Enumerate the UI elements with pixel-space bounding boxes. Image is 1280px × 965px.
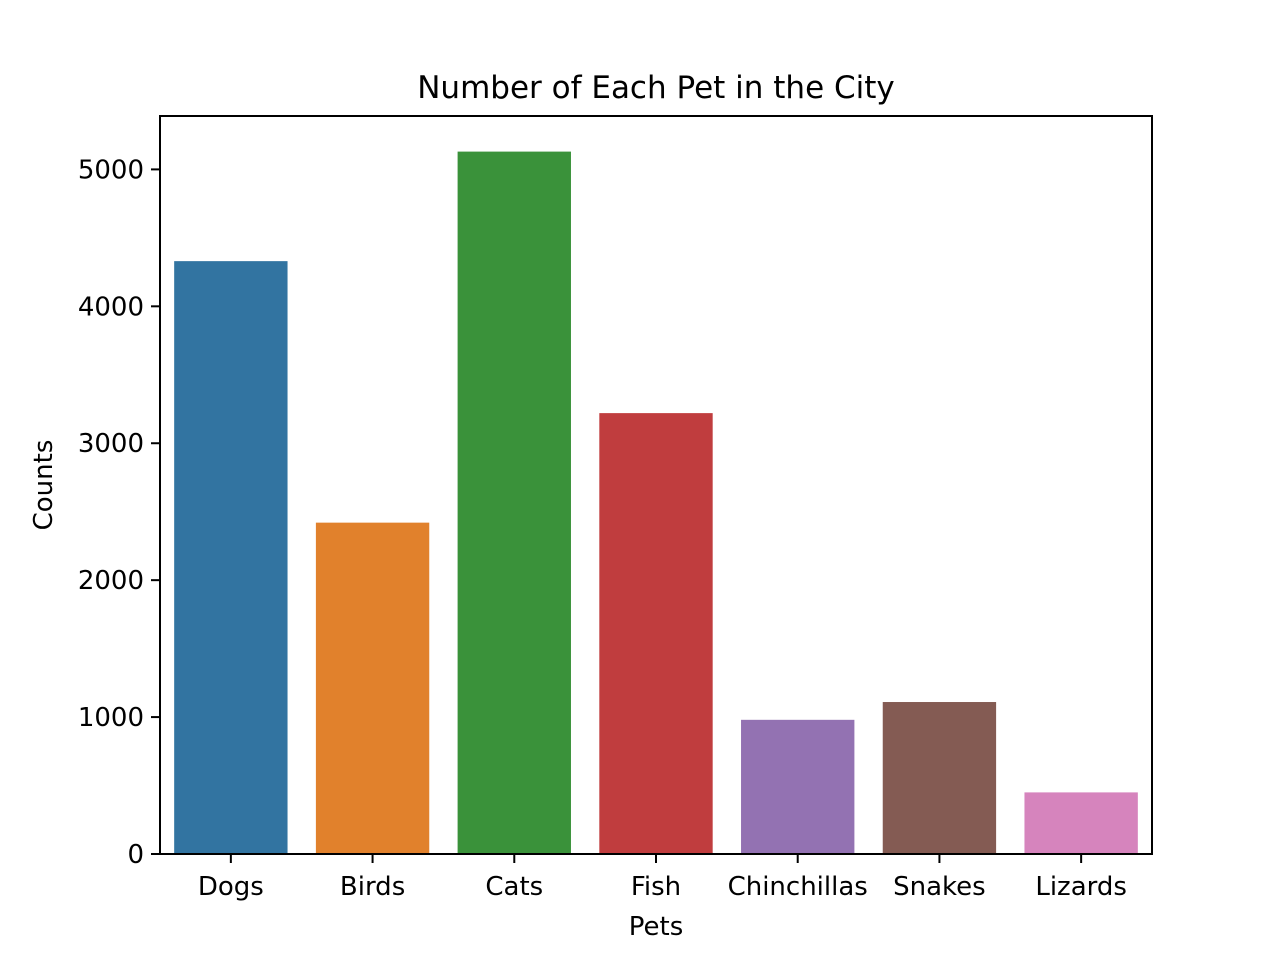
bar-chinchillas — [741, 719, 855, 854]
x-tick-label-lizards: Lizards — [1035, 872, 1127, 902]
x-tick-label-snakes: Snakes — [893, 872, 986, 902]
x-axis: Dogs Birds Cats Fish Chinchillas Snakes Lizard… — [198, 854, 1127, 902]
bar-lizards — [1024, 792, 1138, 854]
x-tick-label-chinchillas: Chinchillas — [728, 872, 868, 902]
x-tick-label-fish: Fish — [631, 872, 681, 902]
x-axis-label: Pets — [629, 912, 684, 942]
bar-cats — [457, 151, 571, 855]
x-tick-label-dogs: Dogs — [198, 872, 264, 902]
bars-group — [174, 151, 1138, 855]
y-axis-label: Counts — [29, 440, 59, 531]
y-tick-label-5000: 5000 — [78, 155, 144, 185]
y-tick-label-1000: 1000 — [78, 703, 144, 733]
x-tick-label-cats: Cats — [485, 872, 543, 902]
y-tick-label-0: 0 — [127, 840, 144, 870]
bar-fish — [599, 413, 713, 854]
y-tick-label-2000: 2000 — [78, 566, 144, 596]
y-tick-label-3000: 3000 — [78, 429, 144, 459]
bar-birds — [315, 522, 430, 854]
bar-snakes — [882, 702, 997, 854]
y-axis: 0 1000 2000 3000 4000 5000 — [78, 155, 160, 870]
y-tick-label-4000: 4000 — [78, 292, 144, 322]
bar-dogs — [174, 261, 288, 854]
chart-title: Number of Each Pet in the City — [417, 70, 895, 106]
x-tick-label-birds: Birds — [340, 872, 405, 902]
